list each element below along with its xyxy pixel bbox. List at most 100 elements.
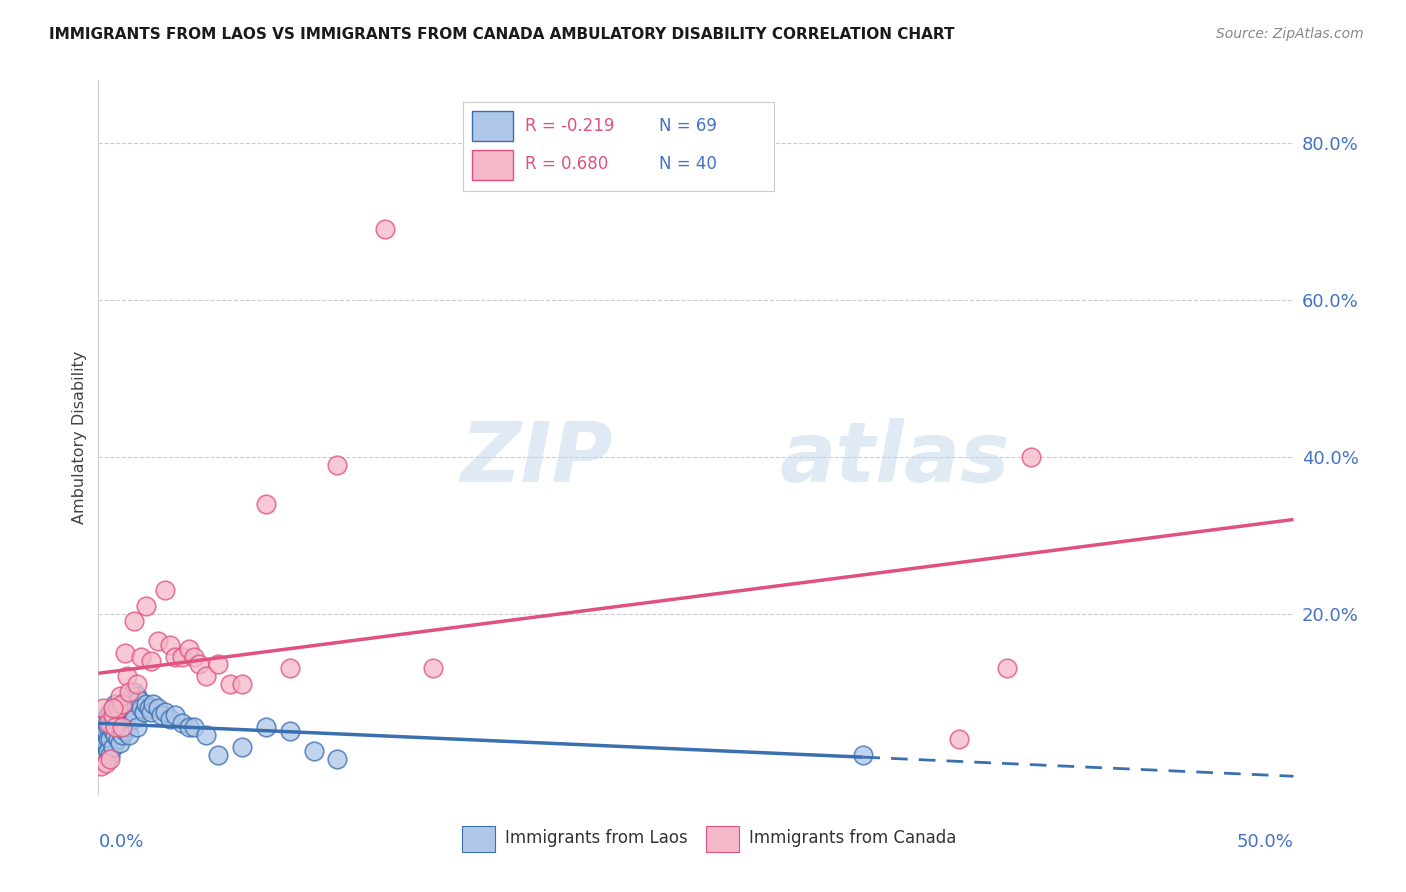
Point <box>114 724 136 739</box>
Point <box>163 708 186 723</box>
Point <box>101 739 124 754</box>
Point <box>422 661 444 675</box>
Point <box>131 700 153 714</box>
Y-axis label: Ambulatory Disability: Ambulatory Disability <box>72 351 87 524</box>
Point <box>97 708 120 723</box>
Point <box>132 705 155 719</box>
Point <box>104 728 127 742</box>
Point <box>231 677 253 691</box>
Point <box>195 669 218 683</box>
Point <box>142 697 165 711</box>
Point <box>98 747 122 762</box>
Point <box>98 731 122 746</box>
Point <box>128 693 150 707</box>
Point <box>135 599 157 613</box>
Point <box>139 654 162 668</box>
Point <box>101 712 124 726</box>
Point <box>111 728 134 742</box>
Point <box>374 222 396 236</box>
Point <box>114 700 136 714</box>
Point <box>91 747 114 762</box>
Text: 50.0%: 50.0% <box>1237 833 1294 851</box>
Text: IMMIGRANTS FROM LAOS VS IMMIGRANTS FROM CANADA AMBULATORY DISABILITY CORRELATION: IMMIGRANTS FROM LAOS VS IMMIGRANTS FROM … <box>49 27 955 42</box>
Point <box>207 657 229 672</box>
Point <box>148 700 170 714</box>
Point <box>125 720 148 734</box>
Point <box>101 700 124 714</box>
Point <box>98 705 122 719</box>
Point <box>138 700 160 714</box>
Point <box>195 728 218 742</box>
Point <box>278 724 301 739</box>
Point <box>852 747 875 762</box>
Point <box>111 712 134 726</box>
Point <box>124 712 146 726</box>
Point <box>207 747 229 762</box>
Point <box>118 685 141 699</box>
Text: Source: ZipAtlas.com: Source: ZipAtlas.com <box>1216 27 1364 41</box>
Point <box>91 716 114 731</box>
Point <box>97 720 120 734</box>
Point <box>94 736 117 750</box>
Point <box>108 705 131 719</box>
Point <box>172 716 194 731</box>
Point <box>111 697 134 711</box>
Point <box>108 689 131 703</box>
Point <box>179 720 201 734</box>
Point <box>91 728 114 742</box>
Point <box>995 661 1018 675</box>
Point <box>159 712 181 726</box>
Point <box>254 720 277 734</box>
Point <box>187 657 209 672</box>
Point <box>114 646 136 660</box>
Point <box>125 689 148 703</box>
Point <box>948 731 970 746</box>
Point <box>90 744 112 758</box>
Point <box>118 728 141 742</box>
Text: ZIP: ZIP <box>460 418 613 499</box>
Point <box>183 720 205 734</box>
Point <box>124 685 146 699</box>
Point <box>104 720 127 734</box>
Point <box>278 661 301 675</box>
Point <box>104 697 127 711</box>
Point <box>91 739 114 754</box>
Point <box>97 731 120 746</box>
Point <box>115 693 138 707</box>
Point <box>179 641 201 656</box>
Point <box>101 700 124 714</box>
Point <box>107 731 129 746</box>
Point <box>219 677 242 691</box>
Point <box>101 724 124 739</box>
Text: atlas: atlas <box>779 418 1011 499</box>
Point <box>149 708 172 723</box>
Point <box>107 716 129 731</box>
Point <box>98 716 122 731</box>
Point <box>159 638 181 652</box>
Point <box>231 739 253 754</box>
Point <box>115 720 138 734</box>
Point <box>94 756 117 770</box>
Point <box>326 751 349 765</box>
Point <box>107 700 129 714</box>
Point <box>139 705 162 719</box>
Point <box>135 697 157 711</box>
Point <box>108 736 131 750</box>
Point <box>125 677 148 691</box>
Point <box>1019 450 1042 464</box>
Point <box>254 497 277 511</box>
Point <box>111 697 134 711</box>
Point <box>94 724 117 739</box>
Point <box>172 649 194 664</box>
Point <box>183 649 205 664</box>
Point <box>163 649 186 664</box>
Point <box>155 705 177 719</box>
Point <box>97 744 120 758</box>
Point <box>107 700 129 714</box>
Point <box>124 615 146 629</box>
Point <box>97 716 120 731</box>
Point <box>121 705 143 719</box>
Point <box>115 669 138 683</box>
Point <box>302 744 325 758</box>
Point <box>131 649 153 664</box>
